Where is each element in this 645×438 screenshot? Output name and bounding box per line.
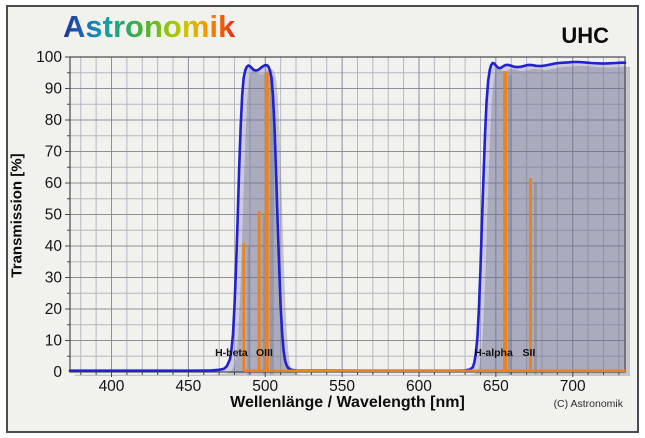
emission-label-sii: SII (522, 347, 535, 359)
y-tick-label: 20 (45, 301, 63, 318)
y-tick-label: 100 (36, 49, 62, 66)
x-tick-label: 700 (560, 378, 586, 395)
copyright-note: (C) Astronomik (553, 398, 623, 410)
y-axis-title: Transmission [%] (8, 153, 26, 278)
emission-label-h-alpha: H-alpha (474, 347, 513, 359)
astronomik-logo: Astronomik (63, 9, 236, 44)
emission-label-h-beta: H-beta (215, 347, 248, 359)
y-tick-label: 40 (45, 238, 63, 255)
product-label: UHC (561, 23, 609, 48)
x-tick-label: 400 (99, 378, 125, 395)
y-tick-label: 0 (53, 364, 62, 381)
shadow-layer (75, 66, 630, 376)
x-tick-label: 450 (175, 378, 201, 395)
y-tick-label: 30 (45, 270, 63, 287)
y-tick-label: 50 (45, 207, 63, 224)
y-tick-label: 90 (45, 81, 63, 98)
y-tick-label: 70 (45, 144, 63, 161)
x-tick-label: 600 (406, 378, 432, 395)
y-tick-label: 80 (45, 112, 63, 129)
passband-fill (70, 62, 625, 372)
y-tick-label: 60 (45, 175, 63, 192)
x-axis-title: Wellenlänge / Wavelength [nm] (230, 394, 465, 411)
x-tick-label: 500 (252, 378, 278, 395)
emission-label-oiii: OIII (256, 347, 273, 359)
x-tick-label: 550 (329, 378, 355, 395)
x-tick-label: 650 (483, 378, 509, 395)
y-tick-label: 10 (45, 333, 63, 350)
